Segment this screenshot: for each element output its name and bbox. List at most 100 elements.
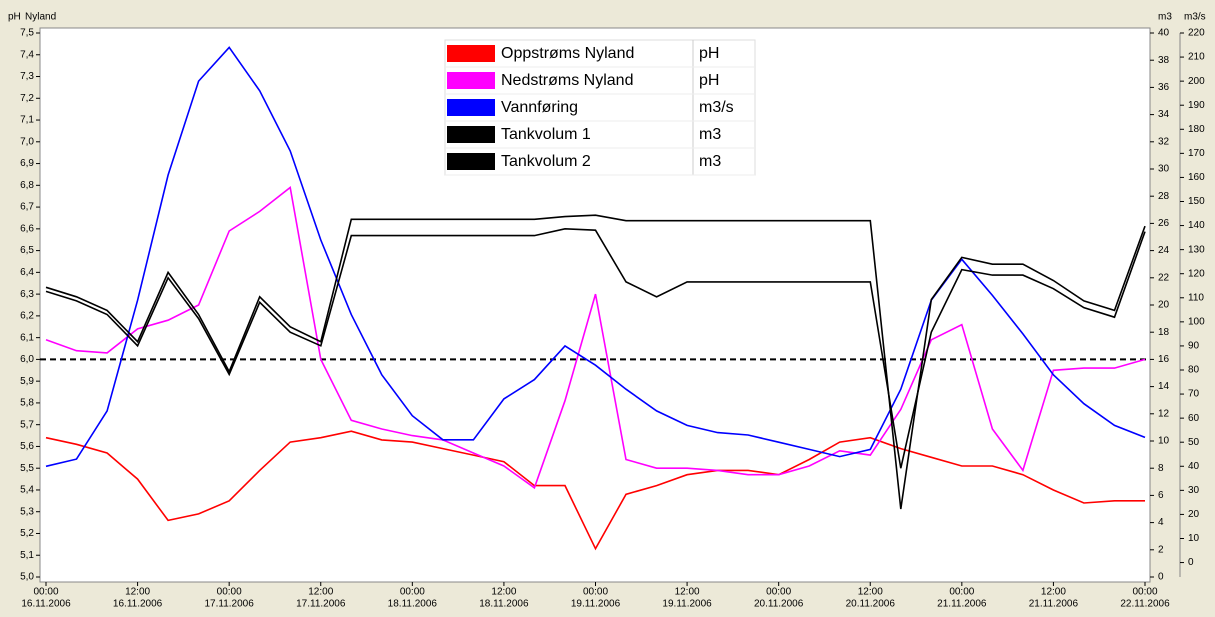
x-tick-label: 20.11.2006 <box>754 599 804 610</box>
legend-label: Tankvolum 2 <box>501 153 591 170</box>
y3-tick-label: 60 <box>1188 413 1200 424</box>
x-tick-label: 00:00 <box>1132 587 1157 598</box>
legend-swatch <box>447 99 495 116</box>
y2-tick-label: 20 <box>1158 300 1170 311</box>
x-tick-label: 16.11.2006 <box>21 599 71 610</box>
series-line <box>45 214 1146 510</box>
series-line <box>45 186 1146 490</box>
y3-tick-label: 120 <box>1188 268 1205 279</box>
y3-tick-label: 160 <box>1188 172 1205 183</box>
y2-tick-label: 8 <box>1158 463 1164 474</box>
y-tick-label: 6,3 <box>20 289 34 300</box>
y3-tick-label: 190 <box>1188 100 1205 111</box>
x-tick-label: 22.11.2006 <box>1120 599 1170 610</box>
series-line <box>45 227 1146 469</box>
legend-label: Vannføring <box>501 99 578 116</box>
y3-tick-label: 170 <box>1188 148 1205 159</box>
y2-tick-label: 0 <box>1158 572 1164 583</box>
legend-swatch <box>447 126 495 143</box>
y-tick-label: 5,7 <box>20 419 34 430</box>
y-tick-label: 5,6 <box>20 441 34 452</box>
legend-swatch <box>447 153 495 170</box>
y3-tick-label: 100 <box>1188 316 1205 327</box>
y-tick-label: 6,5 <box>20 245 34 256</box>
x-tick-label: 12:00 <box>125 587 150 598</box>
y-tick-label: 7,3 <box>20 71 34 82</box>
y2-tick-label: 30 <box>1158 164 1170 175</box>
legend-unit: m3/s <box>699 99 734 116</box>
y-tick-label: 5,8 <box>20 398 34 409</box>
y-tick-label: 7,4 <box>20 49 34 60</box>
y-tick-label: 6,7 <box>20 202 34 213</box>
legend-label: Tankvolum 1 <box>501 126 591 143</box>
y-tick-label: 6,4 <box>20 267 34 278</box>
y2-tick-label: 4 <box>1158 517 1164 528</box>
x-tick-label: 21.11.2006 <box>937 599 987 610</box>
y3-tick-label: 50 <box>1188 437 1200 448</box>
x-tick-label: 00:00 <box>33 587 58 598</box>
x-tick-label: 12:00 <box>1041 587 1066 598</box>
y3-axis-label: m3/s <box>1184 12 1206 23</box>
y3-tick-label: 150 <box>1188 196 1205 207</box>
legend-unit: pH <box>699 72 719 89</box>
y3-tick-label: 90 <box>1188 341 1200 352</box>
y-tick-label: 5,3 <box>20 506 34 517</box>
x-tick-label: 18.11.2006 <box>388 599 438 610</box>
y3-tick-label: 220 <box>1188 28 1205 39</box>
y2-tick-label: 12 <box>1158 408 1170 419</box>
x-tick-label: 19.11.2006 <box>571 599 621 610</box>
y2-tick-label: 38 <box>1158 55 1170 66</box>
y-tick-label: 6,0 <box>20 354 34 365</box>
y-tick-label: 6,1 <box>20 332 34 343</box>
y-tick-label: 7,1 <box>20 115 34 126</box>
chart-title: Nyland <box>25 12 56 23</box>
y3-tick-label: 140 <box>1188 220 1205 231</box>
x-tick-label: 12:00 <box>491 587 516 598</box>
legend-unit: pH <box>699 45 719 62</box>
y-axis-label: pH <box>8 12 21 23</box>
x-tick-label: 20.11.2006 <box>846 599 896 610</box>
y-tick-label: 5,0 <box>20 572 34 583</box>
x-tick-label: 00:00 <box>766 587 791 598</box>
y3-tick-label: 80 <box>1188 365 1200 376</box>
y2-tick-label: 26 <box>1158 218 1170 229</box>
y-tick-label: 6,9 <box>20 158 34 169</box>
x-tick-label: 17.11.2006 <box>205 599 255 610</box>
y2-tick-label: 14 <box>1158 381 1170 392</box>
legend-swatch <box>447 72 495 89</box>
legend-label: Nedstrøms Nyland <box>501 72 633 89</box>
x-tick-label: 21.11.2006 <box>1029 599 1079 610</box>
legend-unit: m3 <box>699 126 721 143</box>
y2-tick-label: 28 <box>1158 191 1170 202</box>
x-tick-label: 12:00 <box>308 587 333 598</box>
y3-tick-label: 10 <box>1188 533 1200 544</box>
y2-tick-label: 6 <box>1158 490 1164 501</box>
x-tick-label: 00:00 <box>949 587 974 598</box>
y2-tick-label: 2 <box>1158 544 1164 555</box>
x-tick-label: 00:00 <box>583 587 608 598</box>
y2-tick-label: 34 <box>1158 109 1170 120</box>
series-line <box>45 430 1145 551</box>
x-tick-label: 12:00 <box>675 587 700 598</box>
y2-tick-label: 22 <box>1158 272 1170 283</box>
y-tick-label: 5,5 <box>20 463 34 474</box>
y3-tick-label: 200 <box>1188 76 1205 87</box>
y-tick-label: 5,4 <box>20 485 34 496</box>
y-tick-label: 5,2 <box>20 528 34 539</box>
y3-tick-label: 210 <box>1188 52 1205 63</box>
y2-tick-label: 40 <box>1158 28 1170 39</box>
x-tick-label: 12:00 <box>858 587 883 598</box>
y3-tick-label: 20 <box>1188 509 1200 520</box>
y2-axis-label: m3 <box>1158 12 1172 23</box>
x-tick-label: 00:00 <box>400 587 425 598</box>
y3-tick-label: 110 <box>1188 292 1204 303</box>
x-tick-label: 17.11.2006 <box>296 599 346 610</box>
x-tick-label: 19.11.2006 <box>662 599 712 610</box>
y2-tick-label: 24 <box>1158 245 1170 256</box>
x-tick-label: 00:00 <box>217 587 242 598</box>
y2-tick-label: 16 <box>1158 354 1170 365</box>
y-tick-label: 7,0 <box>20 136 34 147</box>
legend-unit: m3 <box>699 153 721 170</box>
y-tick-label: 6,6 <box>20 223 34 234</box>
